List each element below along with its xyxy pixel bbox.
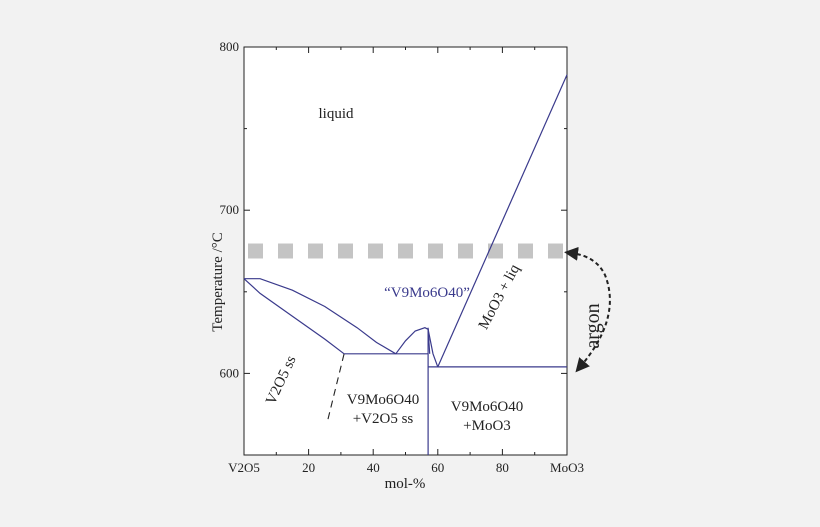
y-tick-label-1: 700 xyxy=(220,202,240,217)
x-tick-label-3: 60 xyxy=(431,460,444,475)
compound-right-branch xyxy=(427,329,439,368)
solidus-v2o5 xyxy=(243,278,345,355)
mix-left-line2: +V2O5 ss xyxy=(353,411,414,427)
y-axis-title: Temperature /°C xyxy=(210,232,226,332)
y-tick-label-0: 600 xyxy=(220,365,240,380)
moo3-liquidus xyxy=(437,74,568,368)
phase-boundaries xyxy=(243,74,568,455)
x-tick-label-5: MoO3 xyxy=(550,460,584,475)
mix-right-line1: V9Mo6O40 xyxy=(451,399,524,415)
axis-ticks xyxy=(243,46,568,455)
x-axis-title: mol-% xyxy=(385,476,426,492)
argon-label: argon xyxy=(582,303,604,348)
compound-label: “V9Mo6O40” xyxy=(384,285,470,301)
liquid-label: liquid xyxy=(318,106,354,122)
x-tick-label-2: 40 xyxy=(367,460,380,475)
mix-right-line2: +MoO3 xyxy=(463,418,511,434)
argon-arrow xyxy=(564,246,611,373)
x-tick-label-4: 80 xyxy=(496,460,509,475)
y-tick-label-2: 800 xyxy=(220,39,240,54)
axis-tick-labels: V2O5 20 40 60 80 MoO3 600 700 800 xyxy=(220,39,584,475)
liquidus-v2o5 xyxy=(244,278,397,355)
x-tick-label-1: 20 xyxy=(302,460,315,475)
x-tick-label-0: V2O5 xyxy=(228,460,260,475)
mix-left-line1: V9Mo6O40 xyxy=(347,392,420,408)
